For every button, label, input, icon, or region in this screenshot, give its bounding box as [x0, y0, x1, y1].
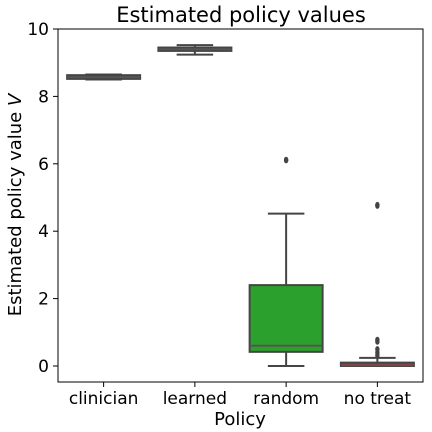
outlier-point [375, 336, 380, 343]
y-axis-label: Estimated policy value V [5, 92, 26, 316]
y-axis-label-text: Estimated policy value [5, 106, 26, 316]
y-tick-label: 4 [38, 222, 49, 242]
x-tick-label: no treat [344, 389, 412, 409]
x-tick-label: clinician [69, 389, 139, 409]
outlier-point [375, 346, 380, 353]
x-tick-label: learned [163, 389, 227, 409]
outlier-point [375, 201, 380, 208]
y-tick-label: 10 [27, 20, 49, 40]
x-axis-label: Policy [214, 409, 266, 430]
y-tick-label: 0 [38, 357, 49, 377]
plot-frame [57, 28, 424, 383]
x-tick-label: random [253, 389, 319, 409]
y-axis-label-symbol: V [5, 92, 26, 106]
y-tick-label: 8 [38, 87, 49, 107]
y-tick-label: 6 [38, 155, 49, 175]
box-random [248, 284, 324, 353]
chart-title: Estimated policy values [116, 3, 366, 27]
x-axis: clinician learned random no treat [69, 382, 412, 409]
y-axis: 0 2 4 6 8 10 [27, 20, 58, 377]
box-group [66, 44, 415, 368]
y-tick-label: 2 [38, 290, 49, 310]
outlier-point [283, 156, 289, 163]
